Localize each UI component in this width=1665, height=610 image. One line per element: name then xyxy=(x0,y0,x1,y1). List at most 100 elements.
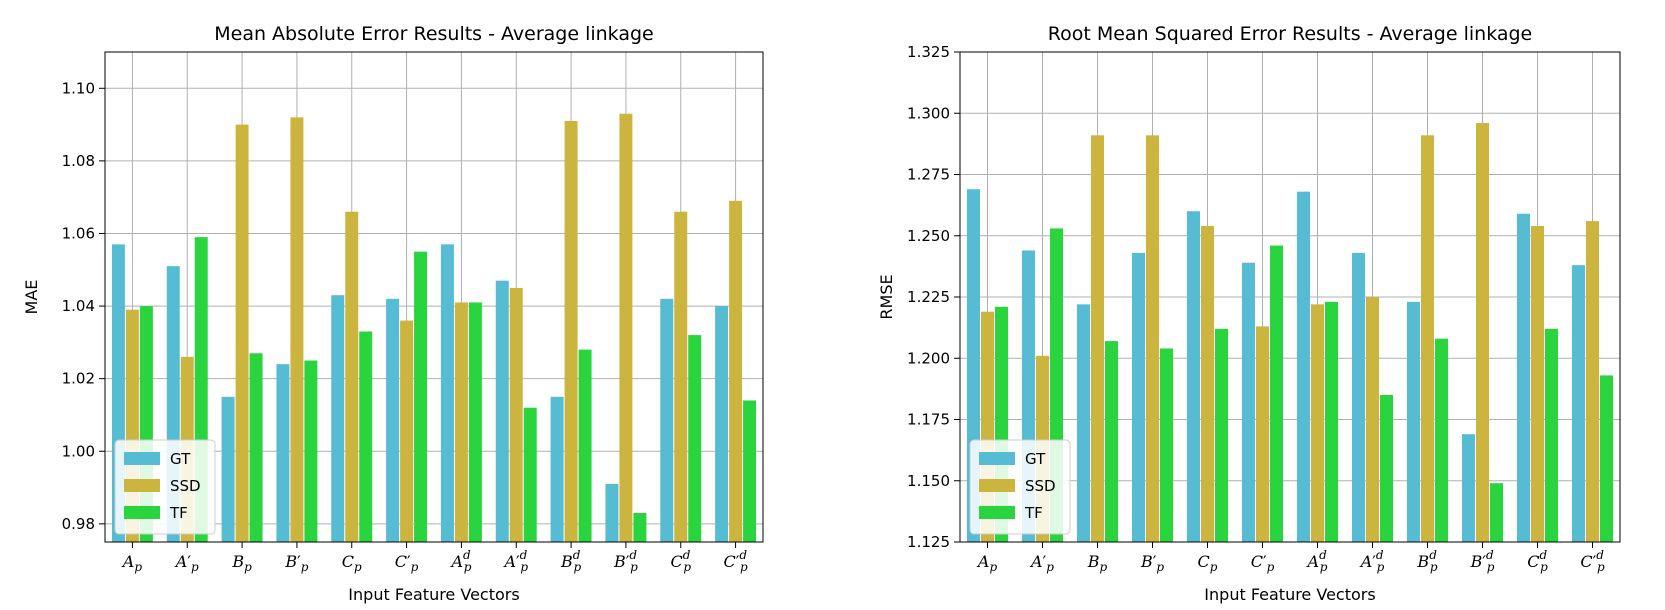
bar-gt-7 xyxy=(1352,253,1365,542)
bar-tf-4 xyxy=(1215,329,1228,542)
x-tick-label: Bd p xyxy=(560,548,581,574)
bar-ssd-6 xyxy=(455,302,468,542)
bar-gt-10 xyxy=(1517,214,1530,542)
bar-tf-8 xyxy=(579,350,592,542)
bar-ssd-8 xyxy=(565,121,578,542)
y-tick-label: 1.275 xyxy=(907,166,950,184)
bar-ssd-4 xyxy=(1201,226,1214,542)
bar-ssd-2 xyxy=(1091,135,1104,542)
bar-ssd-10 xyxy=(1531,226,1544,542)
x-tick-label: C′p xyxy=(1251,552,1275,574)
x-tick-label: Ap xyxy=(121,552,143,574)
legend-swatch-ssd xyxy=(124,479,160,492)
legend: GT SSD TF xyxy=(115,440,215,534)
bar-ssd-11 xyxy=(1586,221,1599,542)
bar-tf-5 xyxy=(1270,246,1283,542)
legend-swatch-tf xyxy=(979,506,1015,519)
bar-ssd-9 xyxy=(1476,123,1489,542)
bar-ssd-11 xyxy=(729,201,742,542)
legend-swatch-gt xyxy=(979,452,1015,465)
x-tick-label: A′p xyxy=(174,552,199,574)
bar-ssd-5 xyxy=(400,321,413,542)
x-tick-label: Ap xyxy=(976,552,998,574)
legend-swatch-ssd xyxy=(979,479,1015,492)
bar-ssd-8 xyxy=(1421,135,1434,542)
y-tick-label: 1.04 xyxy=(62,297,95,315)
y-tick-label: 1.150 xyxy=(907,472,950,490)
bar-gt-3 xyxy=(1132,253,1145,542)
x-tick-label: B′d p xyxy=(613,548,638,574)
bar-tf-3 xyxy=(1160,348,1173,542)
x-tick-label: A′d p xyxy=(1359,548,1385,574)
y-axis-label: RMSE xyxy=(877,274,896,319)
bar-tf-10 xyxy=(688,335,701,542)
x-tick-label: C′p xyxy=(395,552,419,574)
x-tick-label: B′d p xyxy=(1470,548,1495,574)
bar-ssd-10 xyxy=(674,212,687,542)
y-axis-label: MAE xyxy=(22,280,41,315)
bar-tf-2 xyxy=(1105,341,1118,542)
bar-ssd-7 xyxy=(510,288,523,542)
x-tick-label: Bp xyxy=(1087,552,1108,574)
bar-gt-10 xyxy=(660,299,673,542)
y-tick-label: 1.08 xyxy=(62,152,95,170)
bar-tf-10 xyxy=(1545,329,1558,542)
y-tick-label: 1.325 xyxy=(907,43,950,61)
x-tick-label: A′p xyxy=(1029,552,1054,574)
bar-ssd-9 xyxy=(619,114,632,542)
x-tick-label: Bp xyxy=(231,552,252,574)
bar-tf-6 xyxy=(1325,302,1338,542)
legend-label-gt: GT xyxy=(170,450,191,468)
x-tick-label: Ad p xyxy=(1306,548,1328,574)
legend-label-gt: GT xyxy=(1025,450,1046,468)
mae-chart: 0.98 1.00 1.02 1.04 1.06 1.08 1.10 Ap A′p Bp B′p Cp… xyxy=(22,23,763,604)
x-axis-label: Input Feature Vectors xyxy=(348,585,519,604)
legend-label-ssd: SSD xyxy=(1025,477,1056,495)
bar-ssd-2 xyxy=(236,125,249,542)
y-tick-label: 1.225 xyxy=(907,288,950,306)
rmse-chart: 1.1251.1501.1751.2001.2251.2501.2751.300… xyxy=(877,23,1620,604)
bar-tf-9 xyxy=(633,513,646,542)
y-tick-label: 1.10 xyxy=(62,79,95,97)
bar-gt-5 xyxy=(386,299,399,542)
y-tick-label: 1.175 xyxy=(907,411,950,429)
x-axis-label: Input Feature Vectors xyxy=(1204,585,1375,604)
x-tick-label: Cp xyxy=(342,552,362,574)
bar-gt-5 xyxy=(1242,263,1255,542)
x-tick-label: C′d p xyxy=(723,548,748,574)
x-tick-label: Ad p xyxy=(449,548,471,574)
x-tick-label: A′d p xyxy=(502,548,528,574)
legend-swatch-tf xyxy=(124,506,160,519)
bar-tf-11 xyxy=(743,400,756,542)
legend-label-tf: TF xyxy=(1024,504,1043,522)
bar-gt-11 xyxy=(1572,265,1585,542)
bar-gt-2 xyxy=(222,397,235,542)
y-tick-label: 1.250 xyxy=(907,227,950,245)
legend: GT SSD TF xyxy=(970,440,1070,534)
bar-gt-4 xyxy=(1187,211,1200,542)
bar-tf-11 xyxy=(1600,375,1613,542)
bar-tf-4 xyxy=(359,331,372,542)
y-tick-label: 1.125 xyxy=(907,533,950,551)
y-tick-label: 0.98 xyxy=(62,515,95,533)
y-tick-label: 1.02 xyxy=(62,370,95,388)
bar-ssd-3 xyxy=(290,117,303,542)
y-tick-label: 1.06 xyxy=(62,224,95,242)
bar-gt-8 xyxy=(551,397,564,542)
legend-swatch-gt xyxy=(124,452,160,465)
legend-label-tf: TF xyxy=(169,504,188,522)
x-tick-label: Cp xyxy=(1198,552,1218,574)
bar-gt-11 xyxy=(715,306,728,542)
bar-ssd-6 xyxy=(1311,304,1324,542)
bar-ssd-7 xyxy=(1366,297,1379,542)
x-tick-label: B′p xyxy=(1140,552,1164,574)
bar-ssd-3 xyxy=(1146,135,1159,542)
x-tick-label: Cd p xyxy=(670,548,691,574)
bar-tf-5 xyxy=(414,252,427,542)
bar-gt-3 xyxy=(276,364,289,542)
chart-title: Mean Absolute Error Results - Average li… xyxy=(214,23,654,45)
bar-tf-2 xyxy=(250,353,263,542)
chart-title: Root Mean Squared Error Results - Averag… xyxy=(1048,23,1533,45)
